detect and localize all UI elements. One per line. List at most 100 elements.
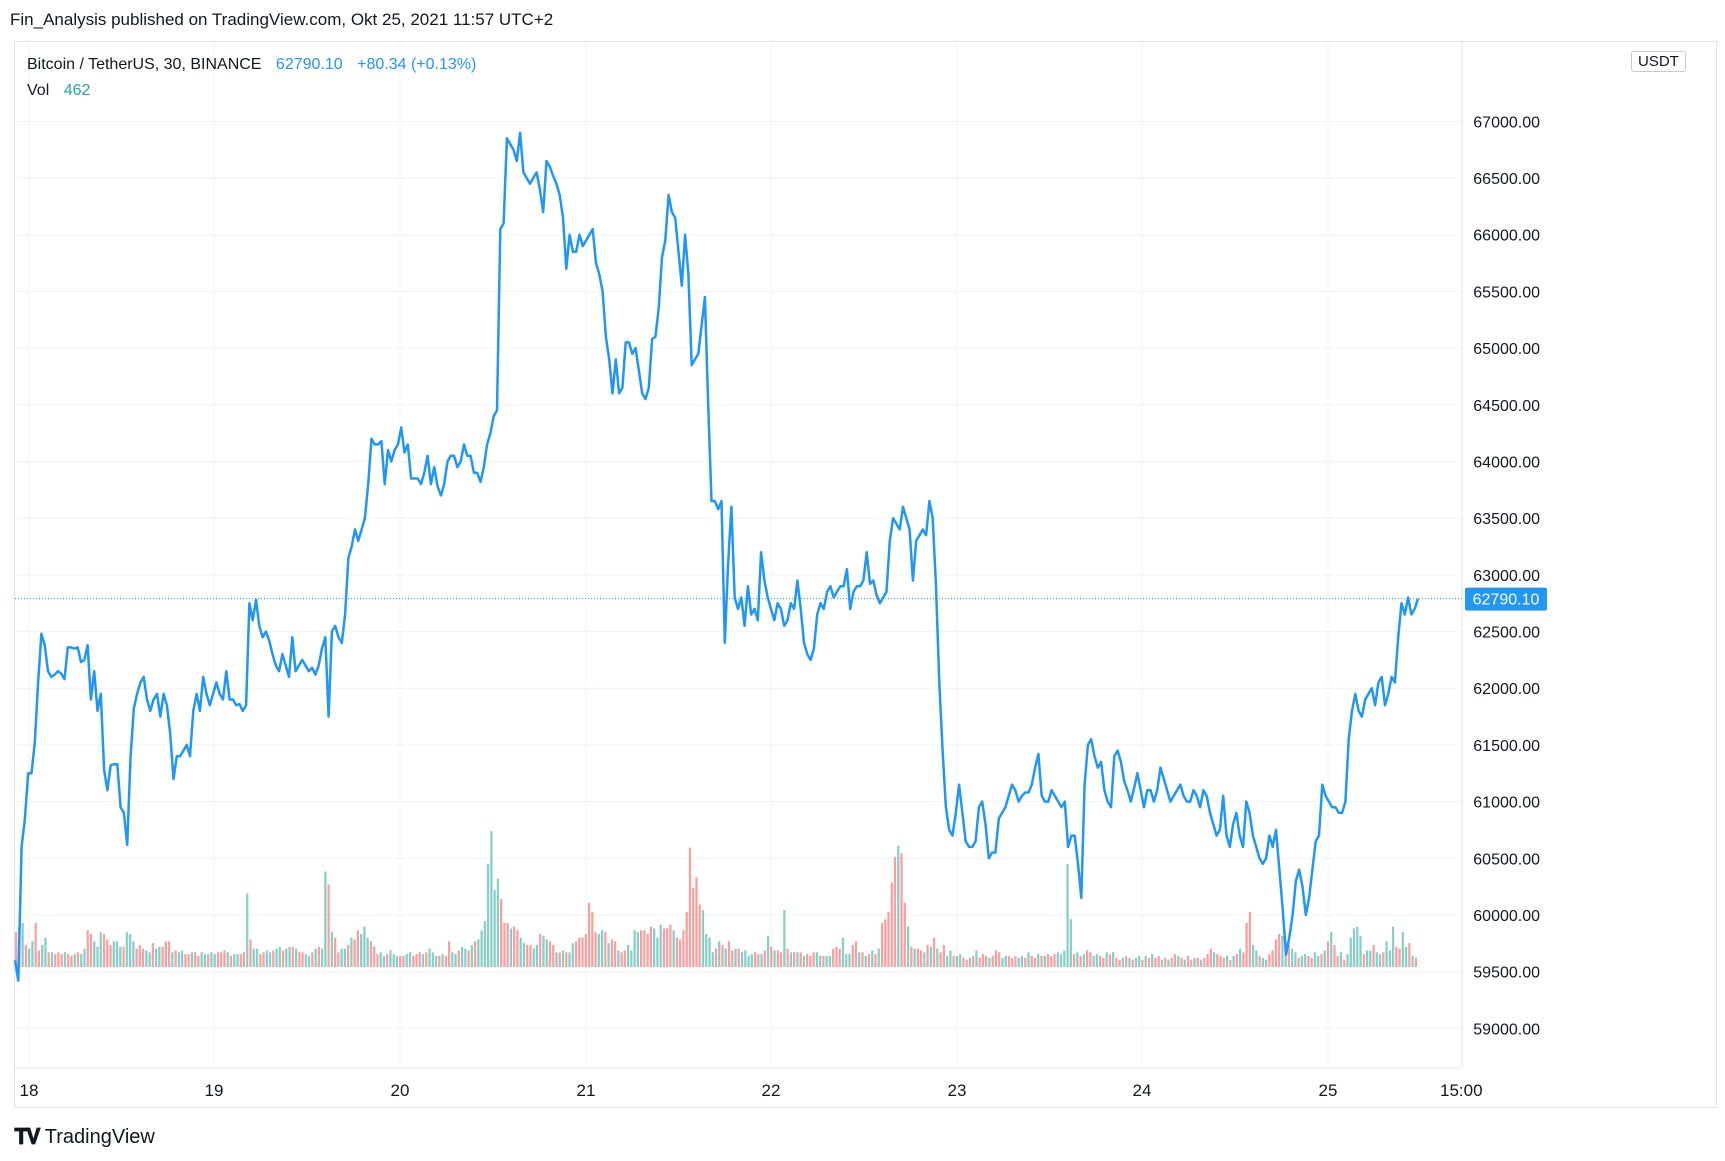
volume-bar [1378,954,1382,967]
tradingview-logo[interactable]: 𝐓𝐕 TradingView [14,1122,155,1152]
price-tick-label: 63500.00 [1473,511,1540,528]
volume-bar [190,952,194,967]
volume-bar [513,926,516,967]
volume-label[interactable]: Vol [27,82,50,99]
symbol-label[interactable]: Bitcoin / TetherUS, 30, BINANCE [27,56,262,73]
volume-bar [73,954,76,967]
volume-bar [581,937,584,967]
volume-bar [506,922,509,967]
volume-bar [83,948,86,967]
tradingview-logo-icon: 𝐓𝐕 [14,1124,41,1149]
volume-bar [337,952,340,967]
volume-bar [477,939,480,967]
volume-bar [363,926,366,967]
volume-bar [1238,948,1242,967]
volume-bar [656,937,659,967]
volume-bar [60,954,63,967]
volume-bar [210,952,213,967]
volume-bar [539,933,542,967]
volume-bar [376,954,379,967]
volume-bar [1196,957,1199,967]
volume-bar [649,926,653,967]
volume-bar [659,924,662,967]
volume-bar [96,946,99,967]
volume-bar [864,955,867,967]
volume-bar [1170,957,1173,967]
volume-bar [1265,959,1268,967]
volume-bar [399,955,402,967]
volume-bar [1144,955,1147,967]
volume-bar [1007,955,1011,967]
volume-bar [1040,955,1043,967]
volume-bar [431,952,434,967]
volume-bar [220,952,223,967]
volume-bar [923,952,926,967]
volume-bar [792,952,796,967]
volume-bar [871,950,874,967]
volume-bar [597,933,600,967]
volume-bar [259,954,262,967]
volume-bar [607,943,610,967]
volume-bar [1069,919,1072,967]
volume-bar [44,937,47,967]
volume-bar [1180,957,1183,967]
volume-bar [552,944,555,967]
volume-bar [1245,922,1248,967]
volume-bar [600,930,604,967]
volume-bar [1160,959,1164,967]
volume-bars [15,831,1417,967]
currency-badge[interactable]: USDT [1631,51,1686,72]
volume-bar [1310,957,1313,967]
price-tick-label: 65500.00 [1473,284,1540,301]
price-tick-label: 61500.00 [1473,738,1540,755]
volume-bar [991,955,994,967]
publish-header: Fin_Analysis published on TradingView.co… [10,10,554,29]
volume-bar [727,941,731,967]
volume-bar [252,948,255,967]
volume-bar [1138,955,1141,967]
volume-bar [490,831,493,967]
volume-bar [1287,944,1291,967]
price-tick-label: 62000.00 [1473,681,1540,698]
volume-bar [542,935,545,967]
volume-bar [1346,954,1349,967]
volume-bar [1414,957,1417,967]
volume-bar [184,954,187,967]
volume-bar [177,952,181,967]
volume-bar [965,959,968,967]
volume-bar [919,950,923,967]
volume-bar [200,952,203,967]
volume-bar [815,952,819,967]
volume-bar [516,930,519,967]
volume-bar [874,954,877,967]
volume-bar [314,948,317,967]
volume-bar [1248,911,1251,967]
volume-bar [945,955,949,967]
volume-bar [327,884,330,967]
volume-bar [701,910,705,967]
volume-bar [509,928,513,967]
volume-bar [255,948,259,967]
volume-bar [822,955,825,967]
volume-bar [483,921,487,967]
volume-bar [1323,950,1326,967]
volume-bar [197,955,200,967]
volume-bar [962,957,965,967]
volume-bar [1404,946,1408,967]
volume-bar [102,933,106,967]
time-tick-label: 22 [762,1081,781,1100]
volume-bar [880,922,884,967]
volume-bar [324,871,327,967]
volume-bar [1164,957,1167,967]
volume-bar [366,937,369,967]
volume-bar [1177,955,1180,967]
volume-bar [708,937,711,967]
volume-bar [171,952,174,967]
volume-bar [1242,952,1245,967]
volume-bar [1066,864,1069,967]
price-tick-label: 59000.00 [1473,1021,1540,1038]
chart-frame[interactable] [14,41,1717,1108]
volume-bar [695,877,698,967]
volume-bar [487,864,490,967]
